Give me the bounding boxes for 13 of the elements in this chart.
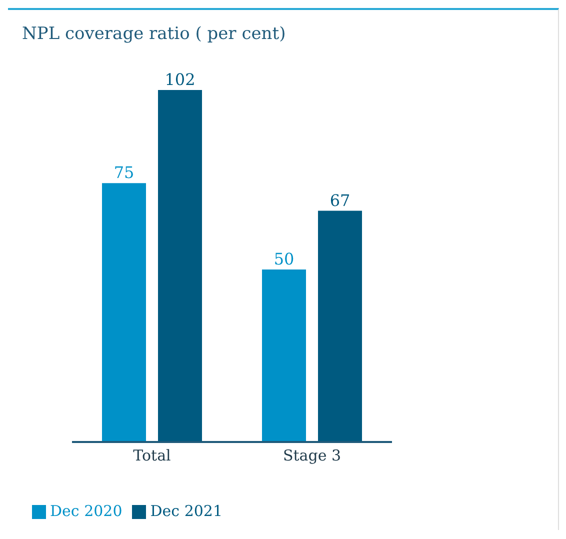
bar bbox=[102, 183, 146, 442]
legend-label: Dec 2020 bbox=[50, 502, 122, 520]
bar bbox=[262, 269, 306, 442]
data-label: 50 bbox=[274, 249, 294, 268]
data-label: 75 bbox=[114, 163, 134, 182]
legend-label: Dec 2021 bbox=[150, 502, 222, 520]
x-tick-label: Total bbox=[133, 446, 172, 465]
chart-title: NPL coverage ratio ( per cent) bbox=[22, 24, 286, 44]
bar bbox=[318, 210, 362, 442]
bar bbox=[158, 90, 202, 442]
x-tick-label: Stage 3 bbox=[282, 446, 342, 465]
data-label: 67 bbox=[330, 190, 350, 210]
data-label: 102 bbox=[164, 70, 196, 89]
